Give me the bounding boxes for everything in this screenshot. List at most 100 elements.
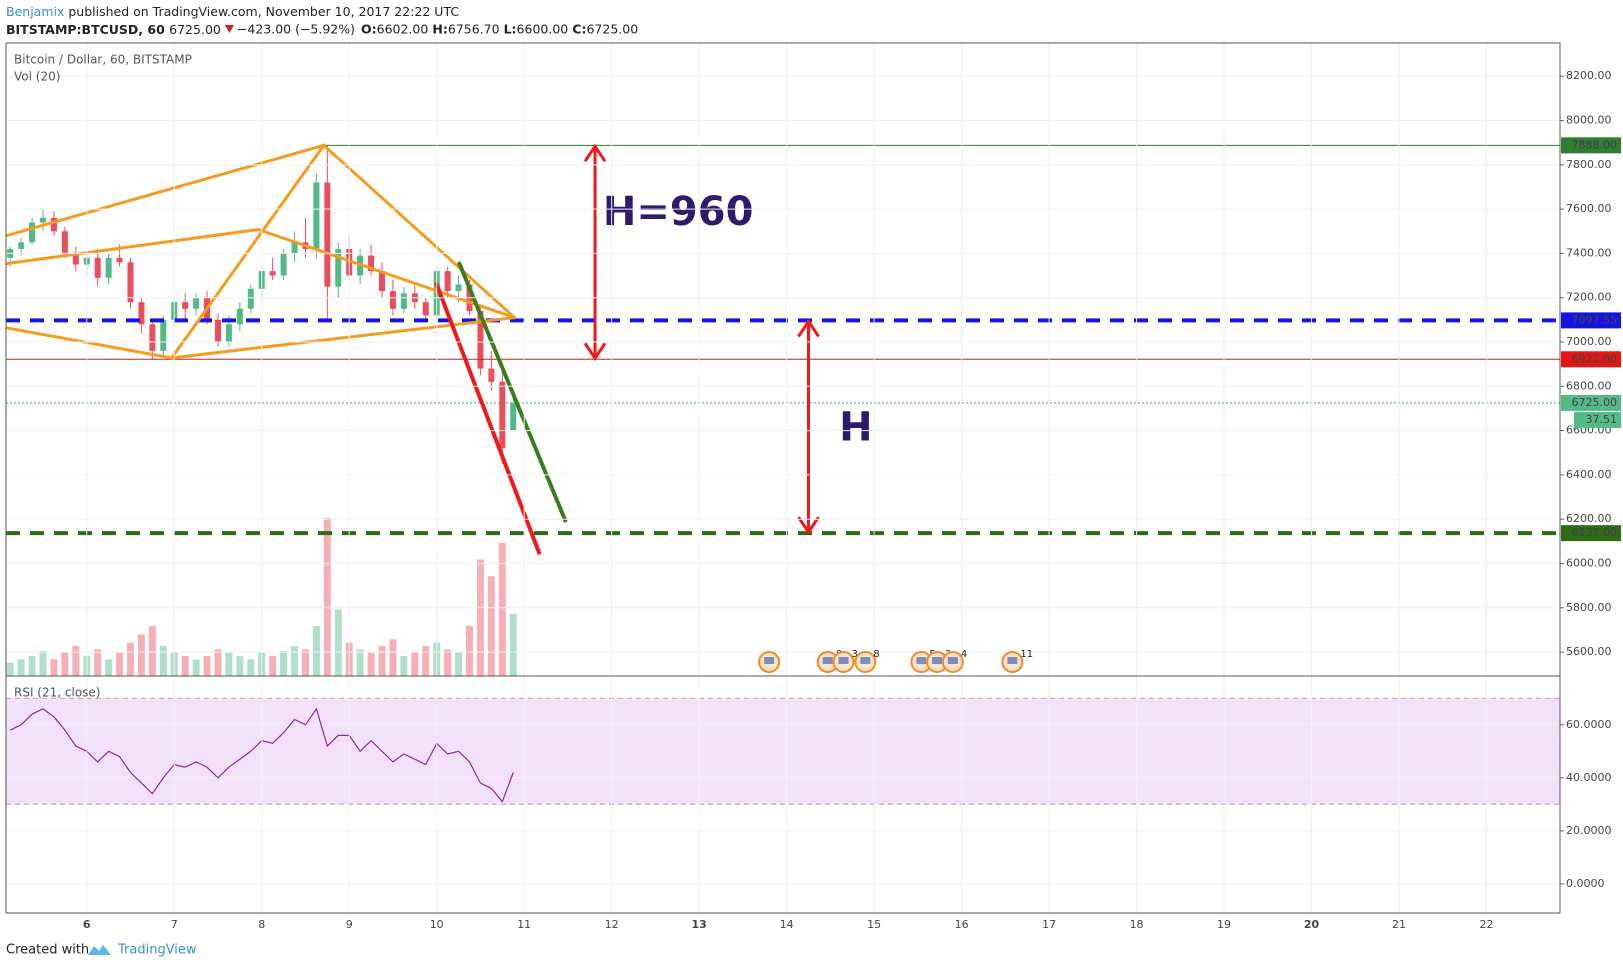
trendline [170,143,326,360]
y-tick-label: 8000.00 [1566,114,1612,127]
header-line: Benjamix published on TradingView.com, N… [6,4,459,19]
candle-body [488,368,495,382]
last-price: 6725.00 [169,22,221,37]
candle-body [182,302,189,309]
volume-bar [291,646,299,676]
candle-body [368,255,375,272]
y-tick-label: 7800.00 [1566,158,1612,171]
ohlc-label: C: [572,22,586,37]
down-arrow [224,25,234,33]
trendline [6,227,260,266]
x-tick-label: 8 [258,918,265,931]
trendline [170,316,517,360]
event-label: 8 [873,649,879,660]
footer-created: Created with [6,943,89,958]
x-tick-label: 7 [171,918,178,931]
volume-bar [214,649,222,676]
candle-body [236,308,243,325]
event-flag [860,657,871,664]
rsi-pane [6,697,1560,885]
volume-bar [356,649,364,676]
x-tick-label: 15 [867,918,881,931]
volume-bar [334,609,342,676]
volume-label-bg [1574,411,1621,428]
trendline [457,261,568,523]
candle-body [291,242,298,254]
x-tick-label: 16 [955,918,969,931]
level-label-bg [1561,351,1621,368]
symbol: BITSTAMP:BTCUSD, 60 [6,22,165,37]
trendline [6,143,326,238]
event-flag [764,657,775,664]
candle-body [149,324,156,351]
x-tick-label: 20 [1304,918,1320,931]
candle-body [444,271,451,292]
volume-bar [159,646,167,676]
volume-bar [389,639,397,676]
author[interactable]: Benjamix [6,4,64,19]
ohlc-value: 6725.00 [586,22,638,37]
rsi-band [6,698,1560,805]
volume-bar [422,646,430,676]
candle-body [324,182,331,287]
volume-bar [17,659,25,676]
footer-brand[interactable]: TradingView [117,943,197,958]
candle-body [225,324,232,343]
volume-bar [61,652,69,676]
volume-label: 37.51 [1586,413,1618,426]
x-tick-label: 21 [1392,918,1406,931]
trendline [322,143,517,320]
x-tick-label: 14 [780,918,794,931]
pane-frame [5,42,1561,914]
x-tick-label: 9 [346,918,353,931]
volume-bar [378,646,386,676]
y-tick-label: 6400.00 [1566,468,1612,481]
volume-bar [148,626,156,676]
volume-bar [400,656,408,676]
volume-bar [50,659,58,676]
volume-bar [487,576,495,676]
y-tick-label: 5600.00 [1566,645,1612,658]
candle-body [510,402,517,431]
candle-body [313,182,320,249]
ohlc-label: O: [361,22,377,37]
event-flag [916,657,927,664]
volume-bar [323,518,331,676]
x-tick-label: 22 [1480,918,1494,931]
y-tick-label: 0.0000 [1566,877,1605,890]
volume-bar [465,626,473,676]
y-tick-label: 6000.00 [1566,556,1612,569]
arrow-head [797,516,820,535]
volume-bar [411,652,419,676]
x-tick-label: 18 [1130,918,1144,931]
level-label: 7097.55 [1572,313,1618,326]
level-label: 6137.00 [1572,526,1618,539]
candle-body [127,262,134,303]
level-label-bg [1561,137,1621,154]
volume-bar [236,656,244,676]
level-label: 7888.00 [1572,138,1618,151]
volume-bar [181,656,189,676]
x-tick-label: 6 [83,918,91,931]
candle-body [160,319,167,351]
arrow-head [797,318,820,338]
volume-bar [192,659,200,676]
candle-body [105,257,112,278]
candle-body [72,253,79,265]
y-tick-label: 6200.00 [1566,512,1612,525]
ohlc-label: L: [504,22,517,37]
candle-body [269,271,276,276]
y-tick-label: 8200.00 [1566,69,1612,82]
event-label: 4 [961,649,967,660]
arrow-head [583,143,607,163]
candle-body [61,231,68,254]
pane-title: Vol (20) [14,70,60,84]
volume-bar [28,656,36,676]
x-tick-label: 13 [691,918,706,931]
x-tick-label: 17 [1042,918,1056,931]
volume-bar [247,659,255,676]
x-tick-label: 19 [1217,918,1231,931]
annotation: H=960 [603,189,754,235]
